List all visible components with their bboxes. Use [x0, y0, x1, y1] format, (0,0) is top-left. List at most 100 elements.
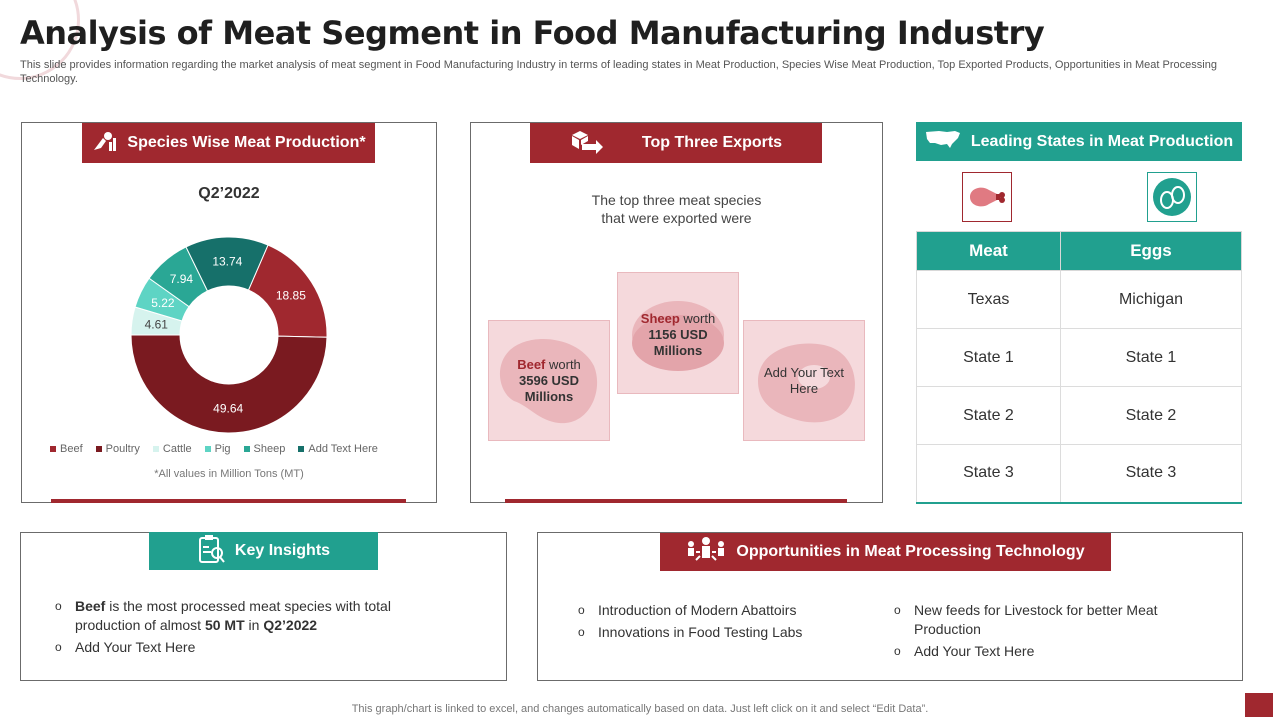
- steak-icon: [758, 343, 855, 423]
- table-cell: Michigan: [1059, 270, 1243, 329]
- eggs-icon: [1153, 178, 1191, 216]
- legend-swatch: [152, 446, 159, 452]
- exports-heading: Top Three Exports: [530, 123, 822, 163]
- legend-label: Cattle: [162, 443, 192, 455]
- sheep-export-text: Sheep worth 1156 USD Millions: [618, 311, 738, 359]
- list-item: New feeds for Livestock for better Meat …: [894, 601, 1194, 639]
- beef-name: Beef: [517, 357, 546, 372]
- page-subtitle: This slide provides information regardin…: [20, 59, 1217, 85]
- ham-icon: [970, 187, 1005, 207]
- opportunities-heading-label: Opportunities in Meat Processing Technol…: [736, 543, 1085, 560]
- third-line1: Add Your Text: [764, 365, 844, 380]
- table-cell: Texas: [916, 270, 1061, 329]
- states-table-header: Meat Eggs: [916, 231, 1243, 271]
- boxes-export-icon: [570, 127, 604, 160]
- units-note: *All values in Million Tons (MT): [154, 468, 304, 480]
- legend-swatch: [243, 446, 250, 452]
- sheep-icon: [632, 301, 724, 371]
- exports-intro-line1: The top three meat species: [591, 192, 762, 208]
- legend-swatch: [204, 446, 211, 452]
- data-label: 49.64: [213, 401, 243, 415]
- species-heading: Species Wise Meat Production*: [82, 123, 375, 163]
- list-item: Introduction of Modern Abattoirs: [578, 601, 878, 620]
- donut-chart[interactable]: 18.85 49.64 4.61 5.22 7.94 13.74: [22, 123, 436, 502]
- table-cell: State 2: [1059, 386, 1243, 445]
- third-export-text: Add Your Text Here: [744, 365, 864, 397]
- species-heading-label: Species Wise Meat Production*: [127, 134, 366, 151]
- beef-export-text: Beef worth 3596 USD Millions: [489, 357, 609, 405]
- table-row: State 3 State 3: [916, 444, 1243, 504]
- export-card-beef: Beef worth 3596 USD Millions: [488, 320, 610, 441]
- export-card-third: Add Your Text Here: [743, 320, 865, 441]
- donut-slice-beef[interactable]: [130, 334, 328, 434]
- species-panel: 18.85 49.64 4.61 5.22 7.94 13.74 Q2’2022 Beef…: [21, 122, 437, 503]
- sheep-unit: Millions: [653, 343, 703, 358]
- eggs-column-icon-box: [1147, 172, 1197, 222]
- list-item: Beef is the most processed meat species …: [55, 597, 435, 635]
- data-label: 13.74: [212, 255, 242, 269]
- table-cell: State 3: [1059, 444, 1243, 504]
- exports-panel: The top three meat species that were exp…: [470, 122, 883, 503]
- table-cell: State 1: [1059, 328, 1243, 387]
- exports-heading-label: Top Three Exports: [641, 134, 783, 151]
- legend-swatch: [95, 446, 102, 452]
- insight-bold-amount: 50 MT: [204, 617, 245, 633]
- page-title: Analysis of Meat Segment in Food Manufac…: [20, 14, 1045, 52]
- table-cell: State 3: [916, 444, 1061, 504]
- opportunities-list-right: New feeds for Livestock for better Meat …: [894, 601, 1194, 664]
- chart-legend: Beef Poultry Cattle Pig Sheep Add Text Here: [50, 443, 378, 455]
- table-row: State 1 State 1: [916, 328, 1243, 387]
- beef-worth: worth: [545, 357, 581, 372]
- legend-item: Add Text Here: [298, 443, 378, 455]
- insight-text-in: in: [244, 617, 264, 633]
- opportunities-list-left: Introduction of Modern Abattoirs Innovat…: [578, 601, 878, 645]
- column-header-meat: Meat: [916, 231, 1061, 271]
- insight-bold-beef: Beef: [75, 598, 106, 614]
- data-label: 4.61: [145, 317, 169, 331]
- insights-heading-label: Key Insights: [234, 542, 331, 559]
- legend-item: Sheep: [243, 443, 286, 455]
- donut-slice-poultry[interactable]: [247, 244, 328, 338]
- people-network-icon: [686, 536, 726, 569]
- column-header-eggs: Eggs: [1059, 231, 1243, 271]
- table-cell: State 2: [916, 386, 1061, 445]
- legend-label: Poultry: [105, 443, 140, 455]
- legend-item: Pig: [204, 443, 231, 455]
- legend-swatch: [50, 446, 56, 452]
- export-card-sheep: Sheep worth 1156 USD Millions: [617, 272, 739, 394]
- decorative-corner-square: [1245, 693, 1273, 717]
- beef-unit: Millions: [524, 389, 574, 404]
- table-row: Texas Michigan: [916, 270, 1243, 329]
- insight-bold-period: Q2’2022: [263, 617, 318, 633]
- species-bottom-bar: [51, 499, 406, 503]
- legend-item: Beef: [50, 443, 83, 455]
- list-item: Innovations in Food Testing Labs: [578, 623, 878, 642]
- data-label: 18.85: [276, 288, 306, 302]
- sheep-name: Sheep: [640, 311, 680, 326]
- exports-intro-line2: that were exported were: [601, 210, 752, 226]
- clipboard-icon: [197, 534, 225, 569]
- exports-bottom-bar: [505, 499, 847, 503]
- list-item: Add Your Text Here: [894, 642, 1194, 661]
- third-line2: Here: [789, 381, 819, 396]
- legend-swatch: [298, 446, 305, 452]
- meat-column-icon-box: [962, 172, 1012, 222]
- legend-label: Sheep: [253, 443, 286, 455]
- beef-value: 3596 USD: [519, 373, 579, 388]
- data-label: 7.94: [170, 272, 194, 286]
- states-heading-label: Leading States in Meat Production: [970, 132, 1234, 150]
- usa-map-icon: [925, 129, 961, 154]
- legend-item: Poultry: [95, 443, 140, 455]
- donut-slice-add-text-here[interactable]: [185, 236, 269, 292]
- exports-intro: The top three meat species that were exp…: [471, 191, 882, 227]
- insights-list: Beef is the most processed meat species …: [55, 597, 435, 660]
- insights-heading: Key Insights: [149, 532, 378, 570]
- legend-label: Beef: [60, 443, 83, 455]
- legend-label: Add Text Here: [308, 443, 378, 455]
- states-heading: Leading States in Meat Production: [916, 122, 1242, 161]
- sheep-worth: worth: [679, 311, 716, 326]
- data-label: 5.22: [151, 296, 175, 310]
- table-row: State 2 State 2: [916, 386, 1243, 445]
- table-cell: State 1: [916, 328, 1061, 387]
- footer-note: This graph/chart is linked to excel, and…: [351, 703, 929, 715]
